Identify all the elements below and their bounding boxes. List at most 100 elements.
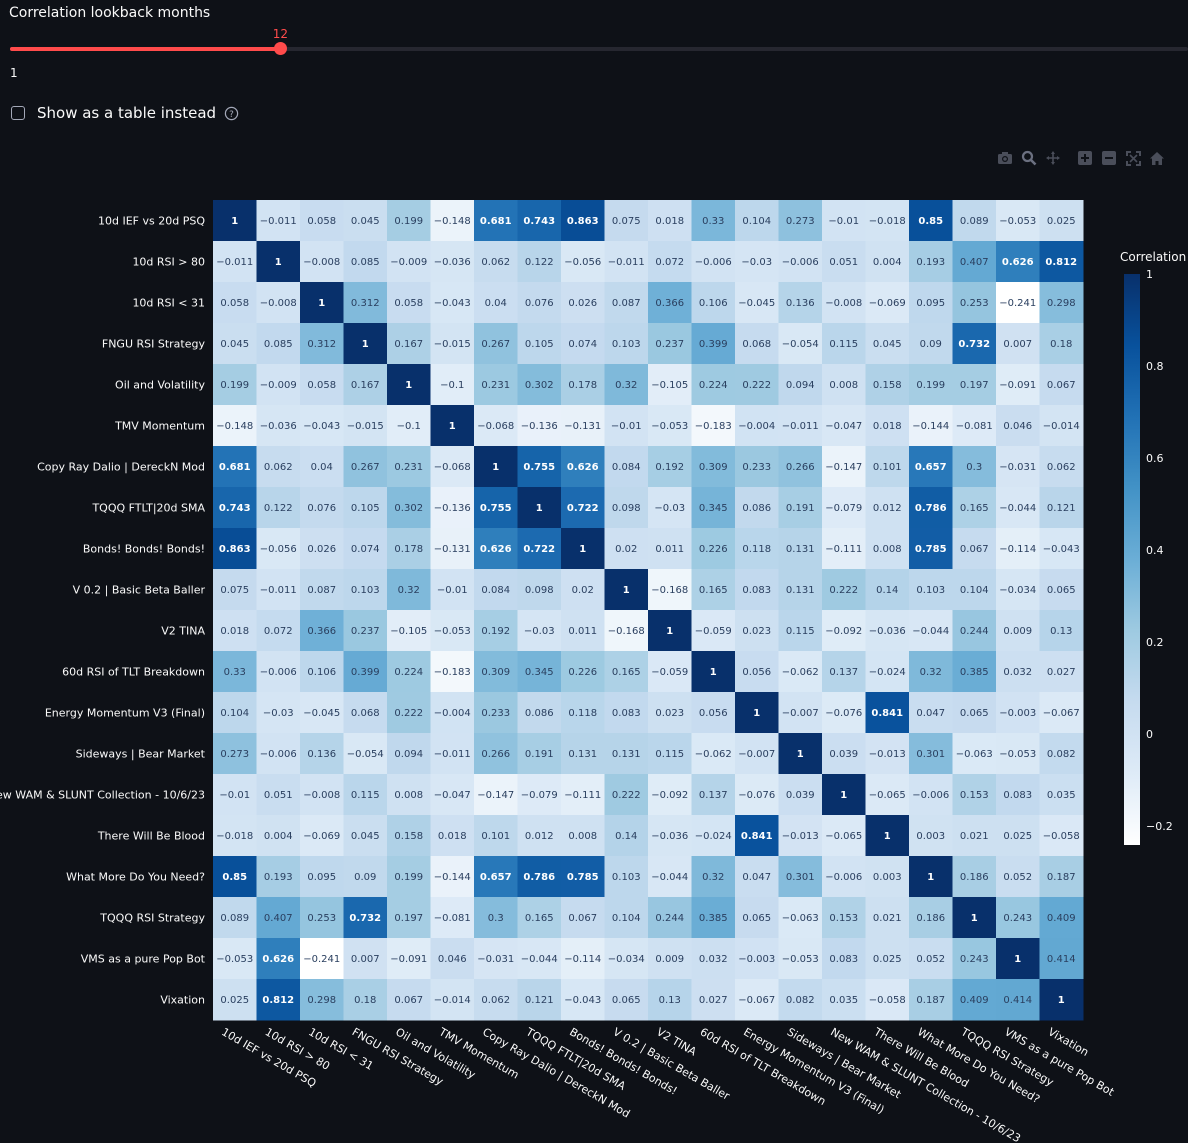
heatmap-cell[interactable] xyxy=(778,487,823,529)
heatmap-cell[interactable] xyxy=(648,733,692,775)
heatmap-cell[interactable] xyxy=(561,692,605,734)
heatmap-cell[interactable] xyxy=(300,405,344,447)
heatmap-cell[interactable] xyxy=(256,364,301,406)
heatmap-cell[interactable] xyxy=(517,528,562,570)
heatmap-cell[interactable] xyxy=(822,610,866,652)
heatmap-cell[interactable] xyxy=(387,200,431,242)
heatmap-cell[interactable] xyxy=(865,733,910,775)
heatmap-cell[interactable] xyxy=(343,241,388,283)
heatmap-cell[interactable] xyxy=(300,815,344,857)
slider-thumb[interactable] xyxy=(274,42,288,55)
heatmap-cell[interactable] xyxy=(691,815,736,857)
heatmap-cell[interactable] xyxy=(604,323,649,365)
heatmap-cell[interactable] xyxy=(691,323,736,365)
heatmap-cell[interactable] xyxy=(909,323,953,365)
heatmap-cell[interactable] xyxy=(300,897,344,939)
heatmap-cell[interactable] xyxy=(952,200,997,242)
heatmap-cell[interactable] xyxy=(648,364,692,406)
heatmap-cell[interactable] xyxy=(691,733,736,775)
heatmap-cell[interactable] xyxy=(256,897,301,939)
heatmap-cell[interactable] xyxy=(517,774,562,816)
heatmap-cell[interactable] xyxy=(300,692,344,734)
heatmap-cell[interactable] xyxy=(735,446,779,488)
heatmap-cell[interactable] xyxy=(517,897,562,939)
heatmap-cell[interactable] xyxy=(735,938,779,980)
heatmap-cell[interactable] xyxy=(387,815,431,857)
heatmap-cell[interactable] xyxy=(865,405,910,447)
heatmap-cell[interactable] xyxy=(735,610,779,652)
heatmap-cell[interactable] xyxy=(343,897,388,939)
heatmap-cell[interactable] xyxy=(648,692,692,734)
heatmap-cell[interactable] xyxy=(909,651,953,693)
heatmap-cell[interactable] xyxy=(735,569,779,611)
heatmap-cell[interactable] xyxy=(256,610,301,652)
heatmap-cell[interactable] xyxy=(996,364,1040,406)
heatmap-cell[interactable] xyxy=(778,897,823,939)
heatmap-cell[interactable] xyxy=(387,856,431,898)
heatmap-cell[interactable] xyxy=(778,323,823,365)
heatmap-cell[interactable] xyxy=(430,323,475,365)
heatmap-cell[interactable] xyxy=(952,815,997,857)
heatmap-cell[interactable] xyxy=(822,364,866,406)
heatmap-cell[interactable] xyxy=(430,733,475,775)
heatmap-cell[interactable] xyxy=(952,938,997,980)
heatmap-cell[interactable] xyxy=(430,651,475,693)
heatmap-cell[interactable] xyxy=(300,241,344,283)
heatmap-cell[interactable] xyxy=(648,241,692,283)
heatmap-cell[interactable] xyxy=(952,610,997,652)
heatmap-cell[interactable] xyxy=(256,487,301,529)
heatmap-cell[interactable] xyxy=(691,651,736,693)
heatmap-cell[interactable] xyxy=(430,528,475,570)
heatmap-cell[interactable] xyxy=(213,815,257,857)
heatmap-cell[interactable] xyxy=(430,569,475,611)
heatmap-cell[interactable] xyxy=(735,651,779,693)
heatmap-cell[interactable] xyxy=(778,979,823,1021)
heatmap-cell[interactable] xyxy=(474,938,518,980)
heatmap-cell[interactable] xyxy=(996,446,1040,488)
heatmap-cell[interactable] xyxy=(865,774,910,816)
heatmap-cell[interactable] xyxy=(300,651,344,693)
heatmap-cell[interactable] xyxy=(822,774,866,816)
heatmap-cell[interactable] xyxy=(387,610,431,652)
heatmap-cell[interactable] xyxy=(430,364,475,406)
heatmap-cell[interactable] xyxy=(430,200,475,242)
heatmap-cell[interactable] xyxy=(300,446,344,488)
heatmap-cell[interactable] xyxy=(604,569,649,611)
heatmap-cell[interactable] xyxy=(691,241,736,283)
heatmap-cell[interactable] xyxy=(561,282,605,324)
heatmap-cell[interactable] xyxy=(865,528,910,570)
heatmap-cell[interactable] xyxy=(1039,692,1084,734)
heatmap-cell[interactable] xyxy=(822,405,866,447)
heatmap-cell[interactable] xyxy=(648,610,692,652)
heatmap-cell[interactable] xyxy=(343,938,388,980)
heatmap-cell[interactable] xyxy=(474,364,518,406)
heatmap-cell[interactable] xyxy=(517,364,562,406)
heatmap-cell[interactable] xyxy=(952,528,997,570)
heatmap-cell[interactable] xyxy=(691,446,736,488)
heatmap-cell[interactable] xyxy=(517,733,562,775)
heatmap-cell[interactable] xyxy=(778,446,823,488)
heatmap-cell[interactable] xyxy=(735,282,779,324)
heatmap-cell[interactable] xyxy=(430,692,475,734)
heatmap-cell[interactable] xyxy=(909,897,953,939)
heatmap-cell[interactable] xyxy=(996,569,1040,611)
heatmap-cell[interactable] xyxy=(213,733,257,775)
heatmap-cell[interactable] xyxy=(387,569,431,611)
heatmap-cell[interactable] xyxy=(300,364,344,406)
heatmap-cell[interactable] xyxy=(517,282,562,324)
heatmap-cell[interactable] xyxy=(256,282,301,324)
heatmap-cell[interactable] xyxy=(822,938,866,980)
heatmap-cell[interactable] xyxy=(648,323,692,365)
heatmap-cell[interactable] xyxy=(343,856,388,898)
heatmap-cell[interactable] xyxy=(909,569,953,611)
heatmap-cell[interactable] xyxy=(1039,774,1084,816)
heatmap-cell[interactable] xyxy=(604,200,649,242)
heatmap-cell[interactable] xyxy=(430,774,475,816)
heatmap-cell[interactable] xyxy=(604,528,649,570)
heatmap-cell[interactable] xyxy=(996,979,1040,1021)
heatmap-cell[interactable] xyxy=(691,610,736,652)
heatmap-cell[interactable] xyxy=(691,282,736,324)
heatmap-cell[interactable] xyxy=(604,856,649,898)
heatmap-cell[interactable] xyxy=(474,569,518,611)
